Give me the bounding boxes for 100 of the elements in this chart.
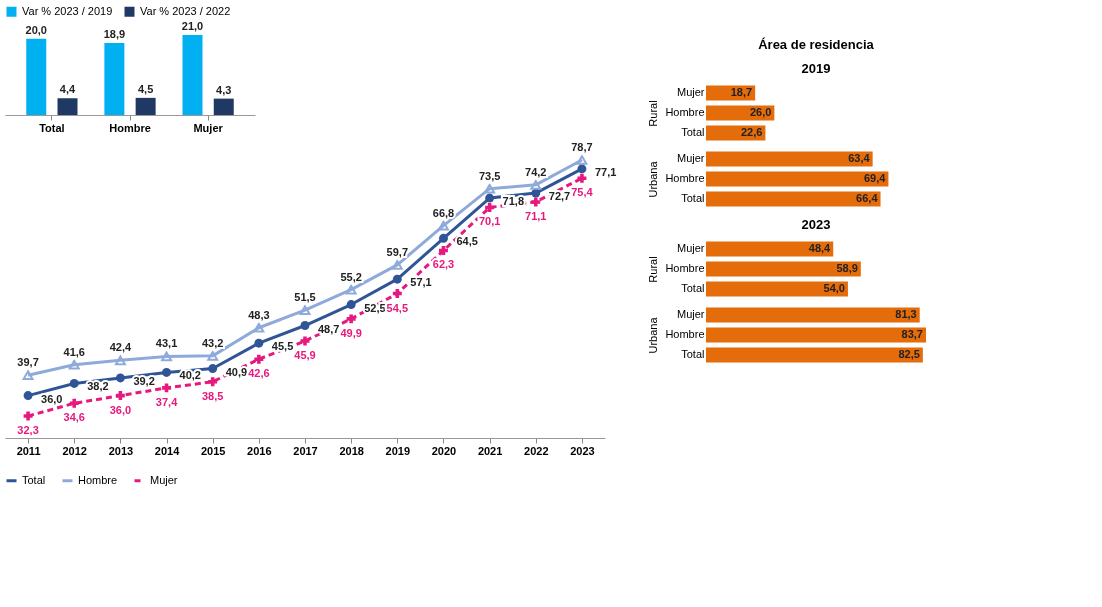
y-tick-label: Mujer: [676, 308, 705, 320]
data-label: 63,4: [848, 152, 871, 164]
text: 2019: [801, 61, 831, 76]
legend-label: Total: [22, 473, 46, 486]
data-label: 54,5: [386, 301, 409, 314]
data-label: 73,5: [478, 169, 501, 182]
data-label: 4,5: [137, 82, 154, 95]
point: [207, 350, 219, 361]
y-tick-label: Hombre: [665, 262, 705, 274]
data-label: 43,1: [155, 337, 178, 350]
data-label: 39,7: [17, 356, 39, 369]
data-label: 22,6: [740, 126, 763, 138]
data-label: 48,3: [248, 308, 270, 321]
point: [23, 411, 33, 421]
legend-label: Var % 2023 / 2019: [22, 4, 113, 17]
data-label: 83,7: [901, 328, 923, 340]
point: [345, 284, 357, 295]
y-tick-label: Hombre: [665, 328, 705, 340]
data-label: 18,9: [103, 28, 126, 40]
legend-label: Mujer: [150, 473, 178, 486]
y-axis-title: Rural: [647, 256, 660, 283]
data-label: 74,2: [525, 165, 547, 178]
point: [254, 354, 264, 364]
data-label: 71,1: [525, 209, 547, 222]
x-tick-label: Mujer: [193, 121, 224, 134]
data-label: 39,2: [133, 374, 155, 387]
point: [346, 300, 356, 310]
text: Área de residencia: [758, 37, 875, 52]
data-label: 20,0: [25, 23, 47, 36]
bar: [57, 98, 78, 115]
data-label: 78,7: [571, 141, 593, 153]
x-tick-label: 2020: [431, 444, 457, 457]
data-label: 45,5: [271, 340, 294, 353]
bar: [104, 43, 125, 115]
y-tick-label: Total: [681, 282, 705, 294]
data-label: 42,4: [109, 341, 132, 354]
bar: [135, 97, 156, 115]
data-label: 26,0: [749, 106, 772, 118]
y-tick-label: Mujer: [676, 86, 705, 98]
data-label: 66,4: [856, 192, 879, 204]
y-tick-label: Hombre: [665, 106, 705, 118]
x-tick-label: 2019: [385, 444, 411, 457]
point: [68, 359, 80, 370]
data-label: 21,0: [181, 20, 204, 32]
data-label: 36,0: [109, 403, 132, 416]
y-tick-label: Total: [681, 348, 705, 360]
data-label: 45,9: [294, 348, 316, 361]
data-label: 59,7: [386, 245, 409, 258]
point: [254, 338, 264, 348]
x-tick-label: 2014: [154, 444, 181, 457]
point: [208, 377, 218, 387]
data-label: 37,4: [155, 395, 179, 408]
data-label: 49,9: [340, 326, 362, 339]
point: [23, 391, 33, 401]
point: [162, 383, 172, 393]
point: [253, 322, 265, 333]
data-label: 57,1: [410, 276, 432, 289]
y-tick-label: Mujer: [676, 152, 705, 164]
point: [299, 305, 311, 315]
point: [438, 233, 448, 243]
point: [576, 155, 588, 165]
point: [114, 355, 126, 366]
x-tick-label: 2013: [108, 444, 134, 457]
x-tick-label: 2022: [524, 444, 549, 457]
x-tick-label: 2011: [16, 444, 41, 457]
data-label: 34,6: [63, 411, 85, 424]
x-tick-label: Hombre: [109, 121, 151, 134]
point: [346, 314, 356, 324]
point: [300, 321, 310, 330]
bar: [213, 98, 234, 115]
point: [391, 259, 403, 270]
data-label: 81,3: [895, 308, 917, 320]
x-tick-label: 2021: [477, 444, 503, 457]
point: [531, 197, 541, 207]
data-label: 82,5: [898, 348, 920, 360]
y-axis-title: Rural: [647, 100, 660, 127]
x-tick-label: 2016: [247, 444, 272, 457]
point: [530, 179, 542, 190]
bar: [182, 35, 203, 115]
x-tick-label: 2012: [62, 444, 87, 457]
point: [484, 183, 496, 194]
legend-label: Hombre: [78, 473, 118, 486]
y-axis-title: Urbana: [647, 316, 660, 354]
point: [300, 336, 310, 346]
data-label: 38,2: [87, 380, 109, 393]
data-label: 54,0: [823, 282, 845, 294]
legend-label: Var % 2023 / 2022: [140, 4, 231, 17]
x-tick-label: 2015: [200, 444, 226, 457]
data-label: 75,4: [571, 186, 594, 199]
bar: [26, 38, 47, 115]
data-label: 38,5: [201, 389, 224, 402]
x-tick-label: Total: [39, 121, 65, 134]
data-label: 58,9: [836, 262, 858, 274]
point: [392, 274, 402, 284]
point: [22, 370, 34, 381]
data-label: 18,7: [730, 86, 753, 98]
text: 2023: [801, 217, 831, 232]
data-label: 55,2: [340, 270, 362, 283]
data-label: 43,2: [201, 336, 224, 349]
data-label: 41,6: [63, 345, 85, 358]
